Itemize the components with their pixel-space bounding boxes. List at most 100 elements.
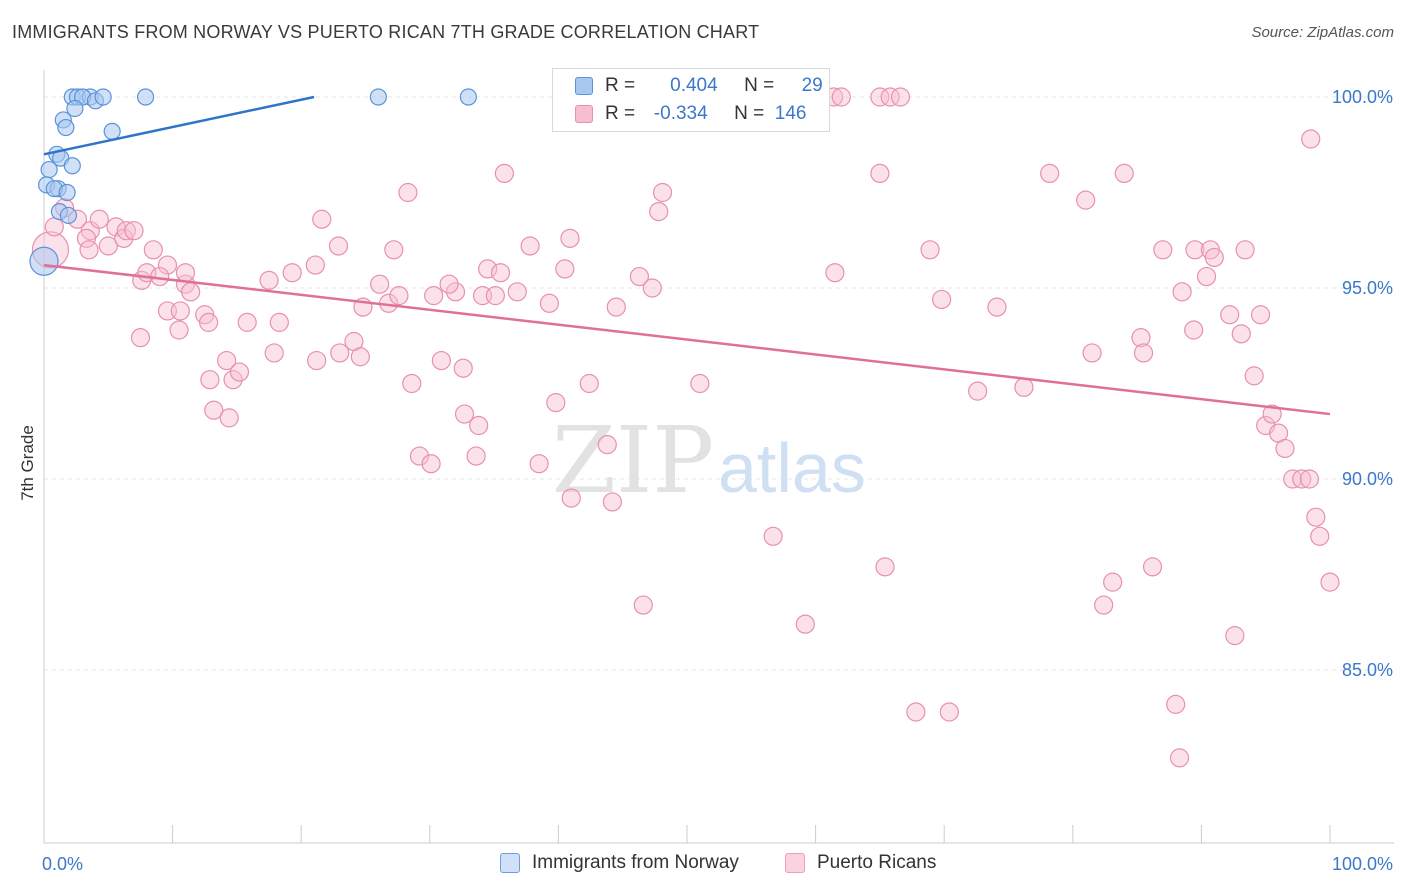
legend-row-norway: R = 0.404 N = 29 bbox=[575, 74, 823, 98]
x-tick-labels: 0.0% 100.0% bbox=[42, 854, 1393, 874]
data-point-puerto-ricans bbox=[170, 301, 190, 321]
data-point-puerto-ricans bbox=[130, 328, 151, 348]
data-point-puerto-ricans bbox=[398, 182, 418, 203]
data-point-puerto-ricans bbox=[1114, 163, 1134, 183]
data-point-puerto-ricans bbox=[561, 488, 581, 508]
data-point-norway bbox=[369, 88, 387, 106]
data-point-puerto-ricans bbox=[237, 312, 257, 332]
data-point-puerto-ricans bbox=[175, 263, 196, 283]
data-point-puerto-ricans bbox=[649, 202, 669, 222]
data-point-puerto-ricans bbox=[987, 297, 1007, 317]
data-point-puerto-ricans bbox=[485, 286, 505, 306]
data-point-puerto-ricans bbox=[312, 209, 332, 229]
data-point-puerto-ricans bbox=[1040, 163, 1060, 183]
data-point-puerto-ricans bbox=[494, 163, 514, 183]
watermark-zip: ZIP bbox=[552, 407, 714, 514]
data-point-puerto-ricans bbox=[259, 270, 279, 290]
data-point-puerto-ricans bbox=[469, 415, 489, 436]
data-point-puerto-ricans bbox=[1131, 328, 1151, 348]
correlation-legend: R = 0.404 N = 29 R = -0.334 N = 146 bbox=[552, 68, 830, 132]
data-point-puerto-ricans bbox=[1306, 507, 1326, 527]
data-point-puerto-ricans bbox=[1220, 305, 1240, 325]
data-point-puerto-ricans bbox=[875, 557, 895, 577]
data-point-puerto-ricans bbox=[269, 312, 289, 332]
data-point-puerto-ricans bbox=[328, 236, 349, 256]
data-point-puerto-ricans bbox=[1225, 626, 1245, 646]
data-point-puerto-ricans bbox=[529, 454, 549, 474]
data-point-puerto-ricans bbox=[445, 282, 466, 302]
data-point-puerto-ricans bbox=[1196, 266, 1217, 287]
data-point-puerto-ricans bbox=[116, 221, 136, 241]
data-point-puerto-ricans bbox=[1142, 557, 1163, 577]
data-point-puerto-ricans bbox=[880, 87, 900, 107]
x-tick-label: 0.0% bbox=[42, 854, 83, 874]
chart-title: IMMIGRANTS FROM NORWAY VS PUERTO RICAN 7… bbox=[12, 22, 760, 42]
data-point-puerto-ricans bbox=[906, 702, 926, 722]
data-point-norway bbox=[57, 118, 75, 137]
data-point-puerto-ricans bbox=[579, 373, 599, 394]
data-point-puerto-ricans bbox=[219, 408, 239, 428]
data-point-puerto-ricans bbox=[1094, 595, 1114, 615]
data-point-puerto-ricans bbox=[560, 228, 580, 248]
data-point-puerto-ricans bbox=[825, 263, 845, 283]
legend-n-label: N = bbox=[734, 103, 765, 124]
data-point-puerto-ricans bbox=[169, 320, 189, 340]
data-point-puerto-ricans bbox=[1320, 572, 1340, 592]
data-point-norway bbox=[40, 160, 58, 179]
data-point-puerto-ricans bbox=[264, 343, 284, 363]
data-point-puerto-ricans bbox=[370, 274, 390, 294]
data-point-puerto-ricans bbox=[602, 492, 623, 512]
data-point-puerto-ricans bbox=[282, 263, 302, 283]
data-point-puerto-ricans bbox=[204, 400, 224, 420]
data-point-puerto-ricans bbox=[606, 297, 626, 317]
data-point-puerto-ricans bbox=[350, 347, 370, 367]
x-tick-label: 100.0% bbox=[1332, 854, 1393, 874]
data-point-puerto-ricans bbox=[939, 702, 959, 722]
legend-item-puerto-ricans[interactable]: Puerto Ricans bbox=[785, 852, 936, 874]
data-point-norway bbox=[66, 99, 84, 118]
legend-r-label: R = bbox=[605, 103, 636, 124]
data-point-puerto-ricans bbox=[421, 454, 441, 474]
data-point-puerto-ricans bbox=[520, 236, 540, 256]
data-point-puerto-ricans bbox=[199, 312, 219, 332]
legend-swatch-puerto-ricans bbox=[575, 105, 593, 123]
data-point-puerto-ricans bbox=[305, 255, 325, 275]
legend-n-value-norway: 29 bbox=[801, 75, 823, 96]
legend-label-puerto-ricans: Puerto Ricans bbox=[817, 852, 937, 873]
data-point-puerto-ricans bbox=[409, 446, 430, 466]
y-tick-labels: 100.0% 95.0% 90.0% 85.0% bbox=[1332, 87, 1393, 680]
legend-n-value-puerto-ricans: 146 bbox=[774, 103, 807, 124]
data-point-puerto-ricans bbox=[181, 282, 201, 302]
data-point-norway bbox=[94, 88, 112, 106]
data-point-puerto-ricans bbox=[466, 446, 486, 466]
data-point-puerto-ricans bbox=[1204, 247, 1224, 268]
data-point-puerto-ricans bbox=[870, 87, 890, 107]
data-point-puerto-ricans bbox=[330, 343, 350, 363]
data-point-puerto-ricans bbox=[1076, 190, 1096, 210]
legend-r-value-puerto-ricans: -0.334 bbox=[653, 103, 708, 124]
data-point-puerto-ricans bbox=[1169, 748, 1190, 768]
data-point-puerto-ricans bbox=[223, 370, 243, 390]
series-puerto-ricans bbox=[31, 87, 1340, 768]
legend-item-norway[interactable]: Immigrants from Norway bbox=[500, 852, 739, 874]
data-point-puerto-ricans bbox=[1310, 526, 1330, 546]
series-legend: Immigrants from Norway Puerto Ricans bbox=[0, 850, 1406, 880]
data-point-puerto-ricans bbox=[307, 350, 327, 371]
data-point-puerto-ricans bbox=[831, 87, 851, 107]
data-point-puerto-ricans bbox=[968, 381, 988, 401]
data-point-puerto-ricans bbox=[453, 358, 473, 378]
data-point-puerto-ricans bbox=[217, 350, 237, 371]
data-point-puerto-ricans bbox=[507, 282, 527, 302]
data-point-puerto-ricans bbox=[76, 228, 97, 248]
watermark-atlas: atlas bbox=[718, 429, 866, 507]
legend-swatch-norway bbox=[500, 853, 520, 873]
data-point-puerto-ricans bbox=[200, 370, 220, 390]
data-point-puerto-ricans bbox=[114, 228, 134, 248]
data-point-puerto-ricans bbox=[431, 350, 451, 371]
data-point-puerto-ricans bbox=[402, 373, 422, 394]
data-point-puerto-ricans bbox=[384, 240, 404, 260]
data-point-puerto-ricans bbox=[229, 362, 250, 382]
data-point-puerto-ricans bbox=[795, 614, 815, 634]
data-point-puerto-ricans bbox=[1301, 129, 1321, 149]
